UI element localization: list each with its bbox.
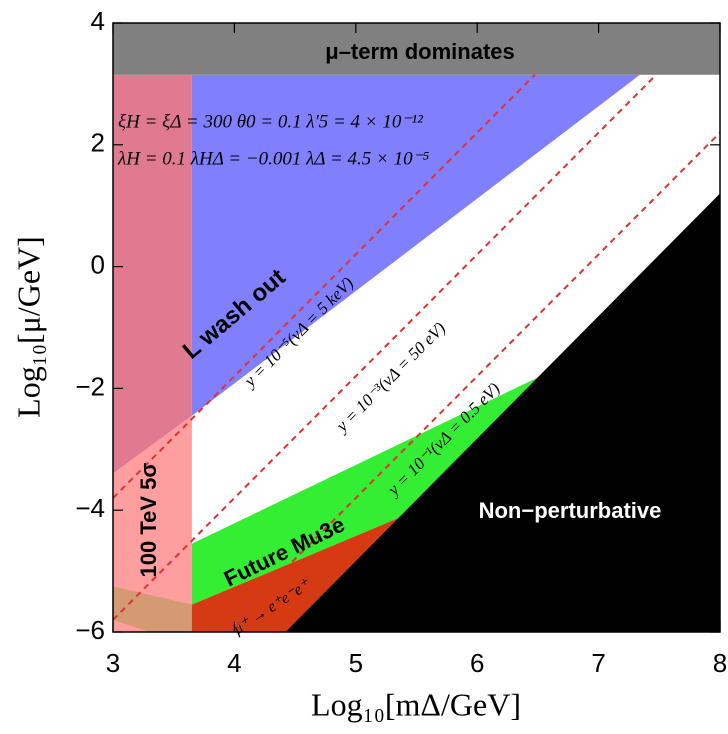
- region: [113, 23, 720, 75]
- region: [191, 518, 399, 632]
- dashed-line: [112, 74, 657, 621]
- y-axis-title: Log₁₀[μ/GeV]: [10, 236, 46, 418]
- x-tick-label: 7: [591, 648, 605, 678]
- region: [113, 415, 192, 632]
- annotation: λH = 0.1 λHΔ = −0.001 λΔ = 4.5 × 10⁻⁵: [117, 148, 430, 169]
- region: [191, 377, 538, 605]
- region-label: 100 TeV 5σ: [136, 463, 161, 578]
- x-tick-label: 4: [227, 648, 241, 678]
- y-tick-label: −6: [75, 615, 105, 645]
- dashed-line: [112, 74, 536, 499]
- region-label: Non−perturbative: [479, 498, 662, 523]
- y-tick-label: −4: [75, 493, 105, 523]
- y-tick-label: −2: [75, 371, 105, 401]
- plot-frame: [112, 22, 721, 633]
- region: [285, 193, 720, 632]
- region: [113, 586, 192, 632]
- x-tick-label: 8: [713, 648, 727, 678]
- x-tick-label: 3: [106, 648, 120, 678]
- y-tick-label: 4: [91, 6, 105, 36]
- x-axis-title: Log₁₀[mΔ/GeV]: [311, 686, 521, 722]
- annotation: ξH = ξΔ = 300 θ0 = 0.1 λ′5 = 4 × 10⁻¹²: [118, 111, 423, 132]
- region: [113, 74, 192, 474]
- x-tick-label: 5: [349, 648, 363, 678]
- line-label: y = 10⁻³(vΔ = 50 eV): [331, 318, 449, 437]
- y-tick-label: 0: [91, 249, 105, 279]
- dashed-line: [221, 131, 721, 633]
- region-label: μ–term dominates: [325, 39, 515, 64]
- x-tick-label: 6: [470, 648, 484, 678]
- region: [191, 74, 640, 416]
- y-tick-label: 2: [91, 128, 105, 158]
